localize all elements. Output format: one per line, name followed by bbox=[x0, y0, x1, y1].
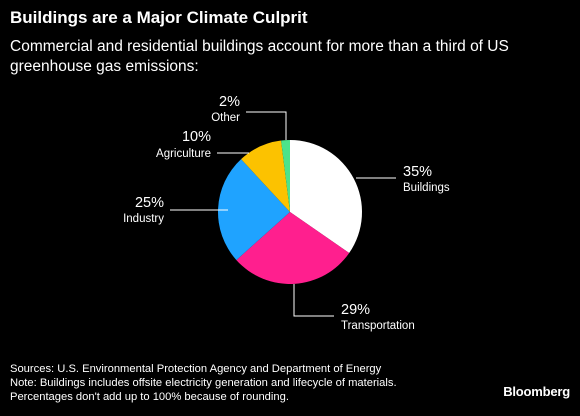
pie-slice-buildings bbox=[290, 140, 363, 254]
slice-percent-transportation: 29% bbox=[341, 302, 370, 318]
slice-label-transportation: Transportation bbox=[341, 320, 415, 332]
slice-label-agriculture: Agriculture bbox=[156, 148, 211, 160]
leader-lines bbox=[170, 111, 396, 317]
chart-title: Buildings are a Major Climate Culprit bbox=[10, 8, 308, 27]
slice-labels: 35% Buildings 29% Transportation 25% Industry… bbox=[123, 94, 450, 332]
bloomberg-logo: Bloomberg bbox=[503, 384, 570, 399]
slice-label-buildings: Buildings bbox=[403, 182, 450, 194]
leader-line-other bbox=[246, 111, 287, 140]
slice-label-other: Other bbox=[211, 112, 240, 124]
pie-slice-industry bbox=[217, 159, 290, 261]
leader-line-transportation bbox=[293, 284, 334, 317]
pie-slice-transportation bbox=[236, 212, 350, 285]
chart-footer: Sources: U.S. Environmental Protection A… bbox=[10, 362, 460, 405]
note-text: Note: Buildings includes offsite electri… bbox=[10, 377, 397, 390]
pie-slice-other bbox=[281, 140, 290, 212]
chart-subtitle: Commercial and residential buildings acc… bbox=[10, 38, 509, 75]
rounding-note-text: Percentages don't add up to 100% because… bbox=[10, 391, 289, 404]
slice-label-industry: Industry bbox=[123, 213, 164, 225]
pie-slices bbox=[217, 140, 363, 285]
slice-percent-industry: 25% bbox=[135, 195, 164, 211]
slice-percent-buildings: 35% bbox=[403, 164, 432, 180]
pie-slice-agriculture bbox=[241, 140, 290, 212]
slice-percent-other: 2% bbox=[219, 94, 240, 110]
sources-text: Sources: U.S. Environmental Protection A… bbox=[10, 363, 382, 375]
slice-percent-agriculture: 10% bbox=[182, 129, 211, 145]
